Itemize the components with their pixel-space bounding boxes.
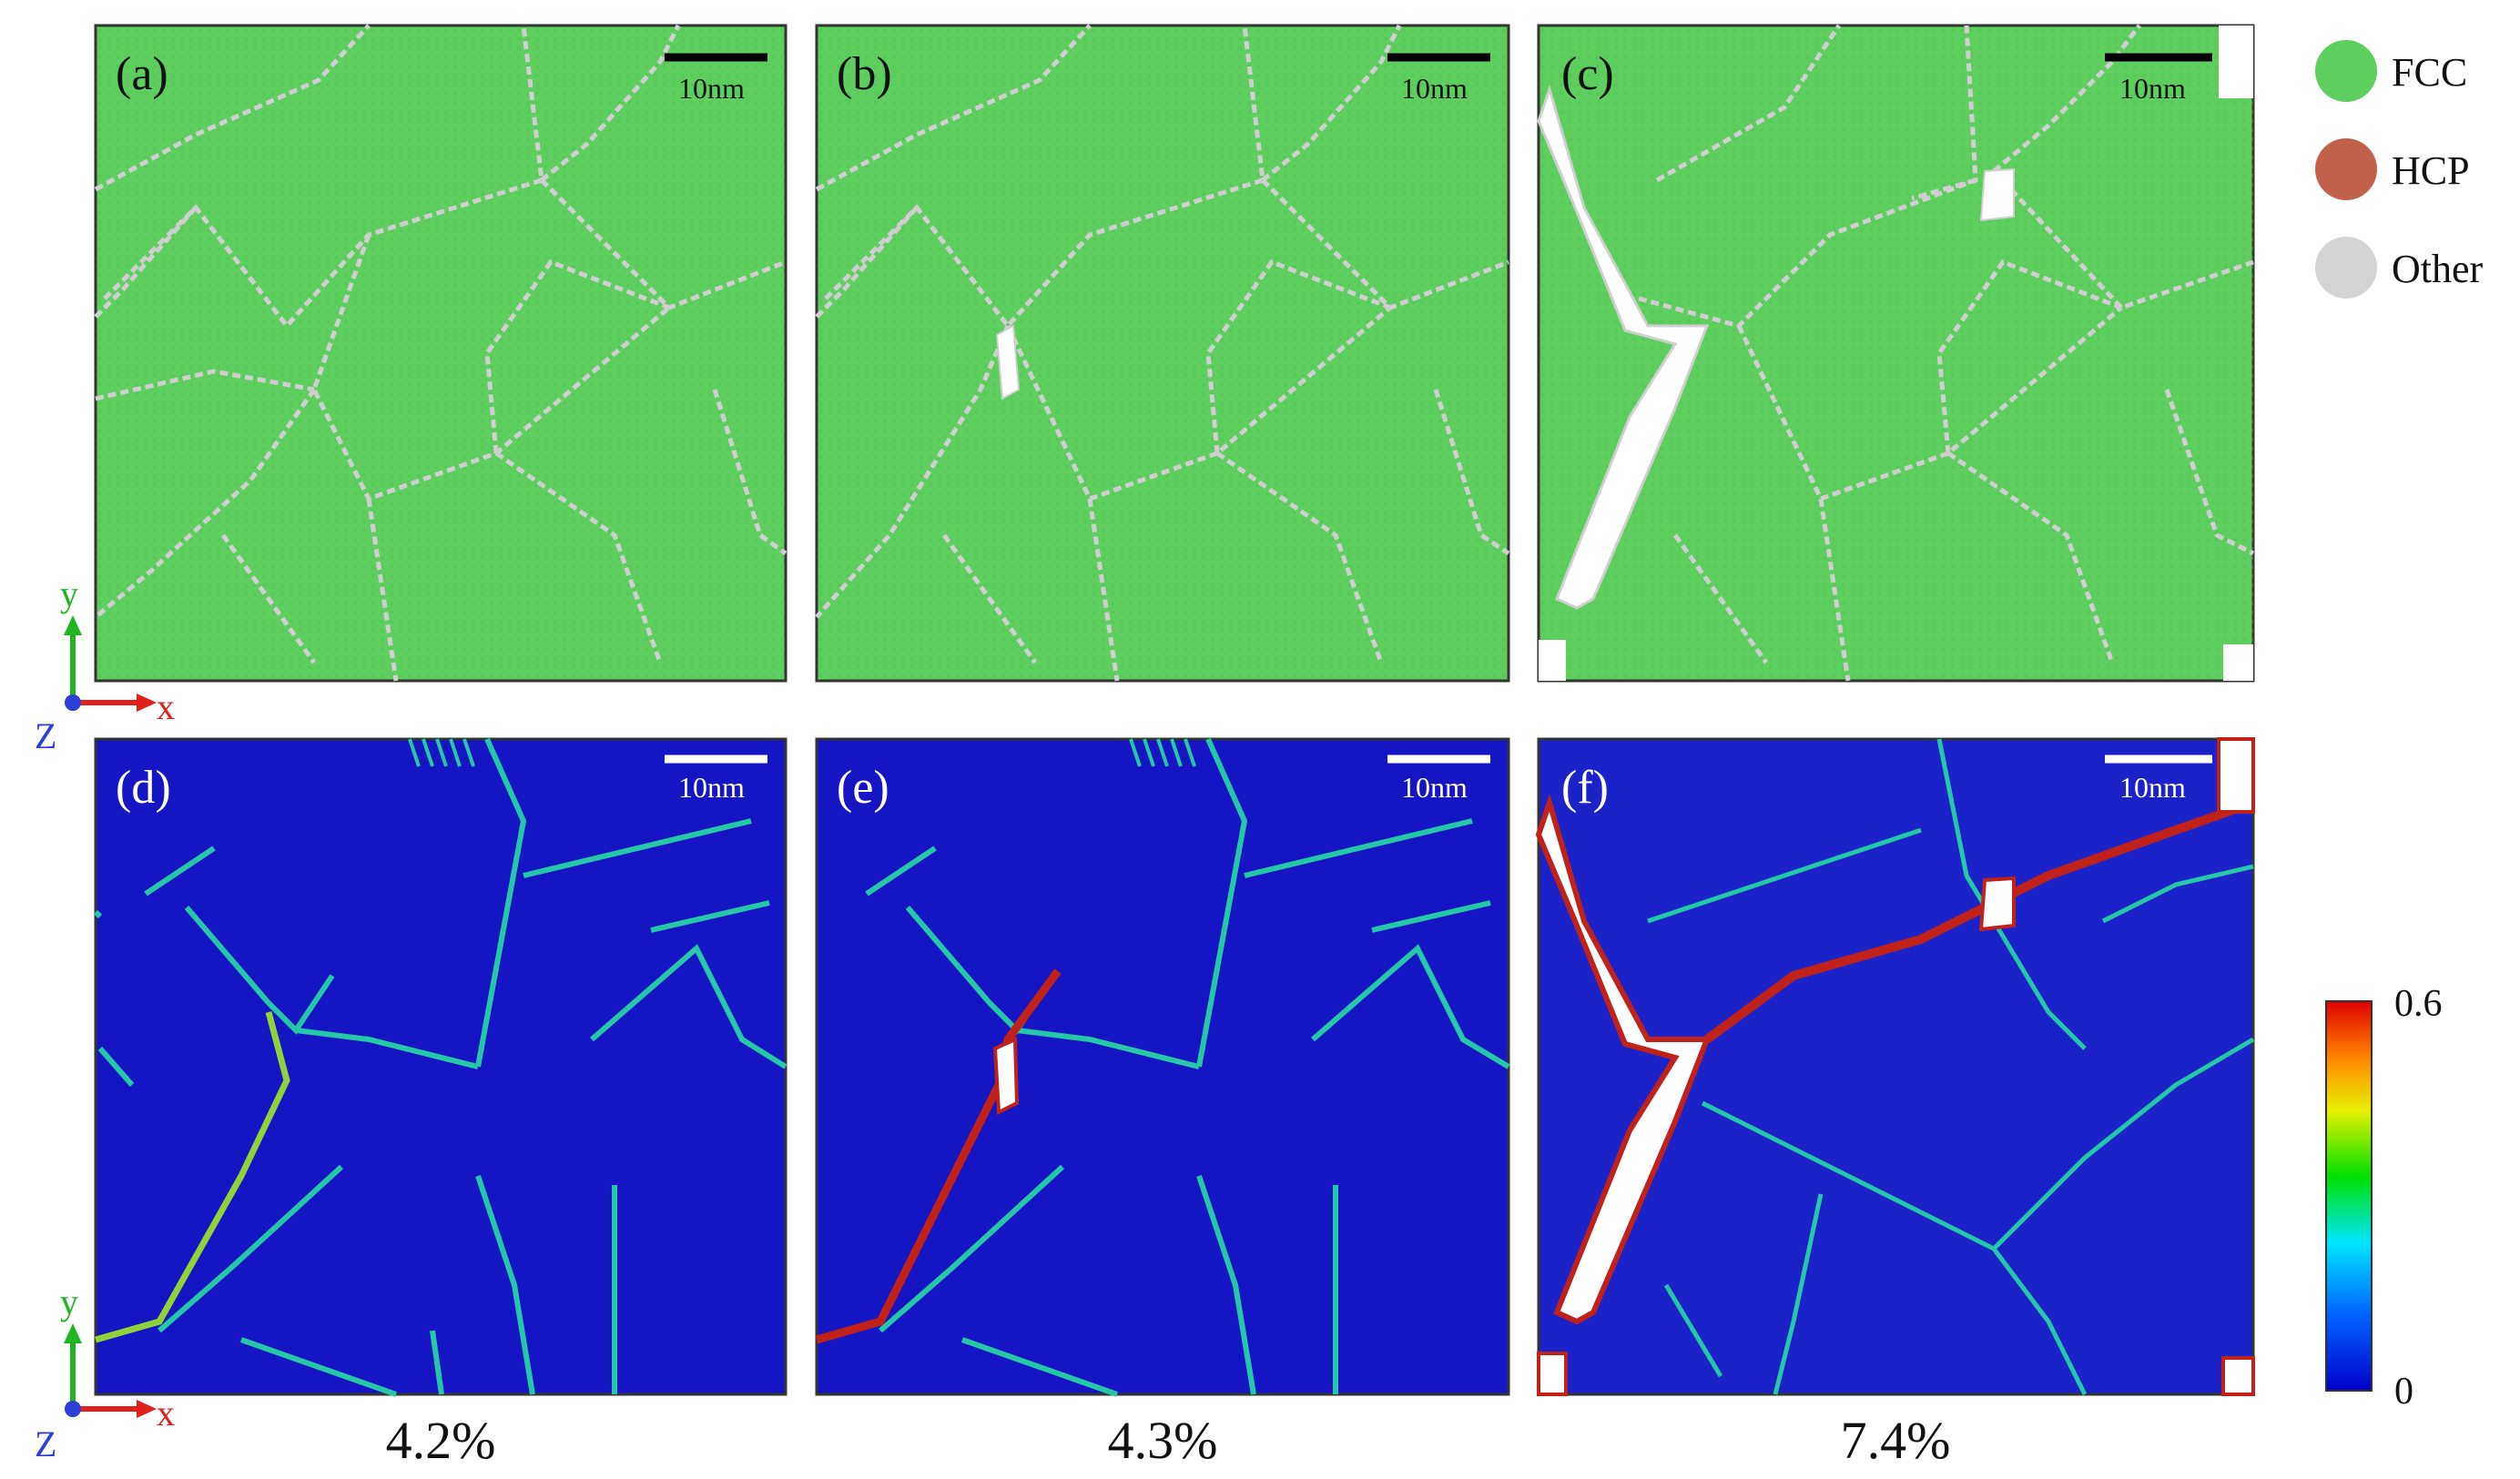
panel-b-label: (b) [837, 48, 892, 100]
legend-other-label: Other [2392, 247, 2484, 291]
scale-bar-a-label: 10nm [678, 72, 745, 105]
legend-hcp-swatch [2315, 138, 2377, 200]
panel-a: (a) 10nm [94, 24, 788, 683]
stripes-e [1129, 738, 1196, 767]
colorbar-max-label: 0.6 [2394, 983, 2443, 1025]
crack-void-c-corner-tr [2219, 25, 2253, 98]
axis-triad-bottom: y x Z [35, 1281, 175, 1464]
panel-d: (d) 10nm [93, 737, 788, 1397]
crack-void-c-corner-br [2223, 644, 2253, 681]
grain-boundaries-b [815, 24, 1510, 682]
scale-bar-f-label: 10nm [2119, 771, 2186, 804]
strain-label-3: 7.4% [1841, 1411, 1951, 1470]
scale-bar-e-label: 10nm [1401, 771, 1468, 804]
crack-void-f-corner-tr [2217, 737, 2255, 814]
axis-z-bottom-label: Z [35, 1423, 56, 1464]
panel-b: (b) 10nm [815, 24, 1510, 683]
scale-bar-b-label: 10nm [1401, 72, 1468, 105]
colorbar: 0.6 0 [2325, 983, 2443, 1413]
intergranular-path-d [95, 1011, 290, 1343]
hot-boundaries-d [93, 737, 788, 1397]
panel-a-label: (a) [116, 48, 168, 100]
panel-c-label: (c) [1561, 48, 1614, 100]
panel-d-label: (d) [116, 762, 171, 814]
axis-x-bottom-label: x [157, 1393, 175, 1433]
legend-other-swatch [2315, 237, 2377, 299]
crack-void-c-corner-bl [1539, 640, 1566, 681]
legend-fcc-label: FCC [2392, 50, 2467, 95]
grain-boundaries-a [94, 24, 788, 682]
strain-label-2: 4.3% [1108, 1411, 1218, 1470]
panel-e: (e) 10nm [815, 737, 1510, 1397]
strain-label-1: 4.2% [386, 1411, 496, 1470]
crack-void-f [1535, 794, 1712, 1325]
crack-void-f-side [1978, 876, 2016, 932]
colorbar-gradient [2325, 1000, 2373, 1392]
panel-f-label: (f) [1561, 762, 1609, 814]
legend-hcp-label: HCP [2392, 148, 2470, 193]
legend: FCC HCP Other [2315, 40, 2484, 299]
panel-e-label: (e) [837, 762, 889, 814]
grain-boundaries-c [1638, 24, 2255, 682]
crack-void-f-corner-br [2221, 1356, 2255, 1396]
stripes-d [408, 738, 475, 767]
axis-y-top-label: y [60, 573, 78, 614]
colorbar-min-label: 0 [2394, 1371, 2413, 1413]
scale-bar-d-label: 10nm [678, 771, 745, 804]
axis-triad-top: y x Z [35, 573, 175, 756]
crack-void-f-corner-bl [1537, 1352, 1568, 1396]
axis-y-bottom-label: y [60, 1281, 78, 1322]
crack-void-c [1537, 85, 1710, 610]
panel-c: (c) 10nm [1537, 24, 2255, 683]
panel-f: (f) 10nm [1535, 737, 2255, 1396]
scale-bar-c-label: 10nm [2119, 72, 2186, 105]
legend-fcc-swatch [2315, 40, 2377, 102]
crack-void-c-side [1979, 167, 2015, 222]
crack-void-b [995, 324, 1021, 400]
crack-void-e [992, 1036, 1020, 1116]
hot-boundaries-f [1647, 738, 2255, 1396]
axis-x-top-label: x [157, 686, 175, 727]
intergranular-path-e [815, 968, 1062, 1344]
axis-z-top-label: Z [35, 715, 56, 756]
